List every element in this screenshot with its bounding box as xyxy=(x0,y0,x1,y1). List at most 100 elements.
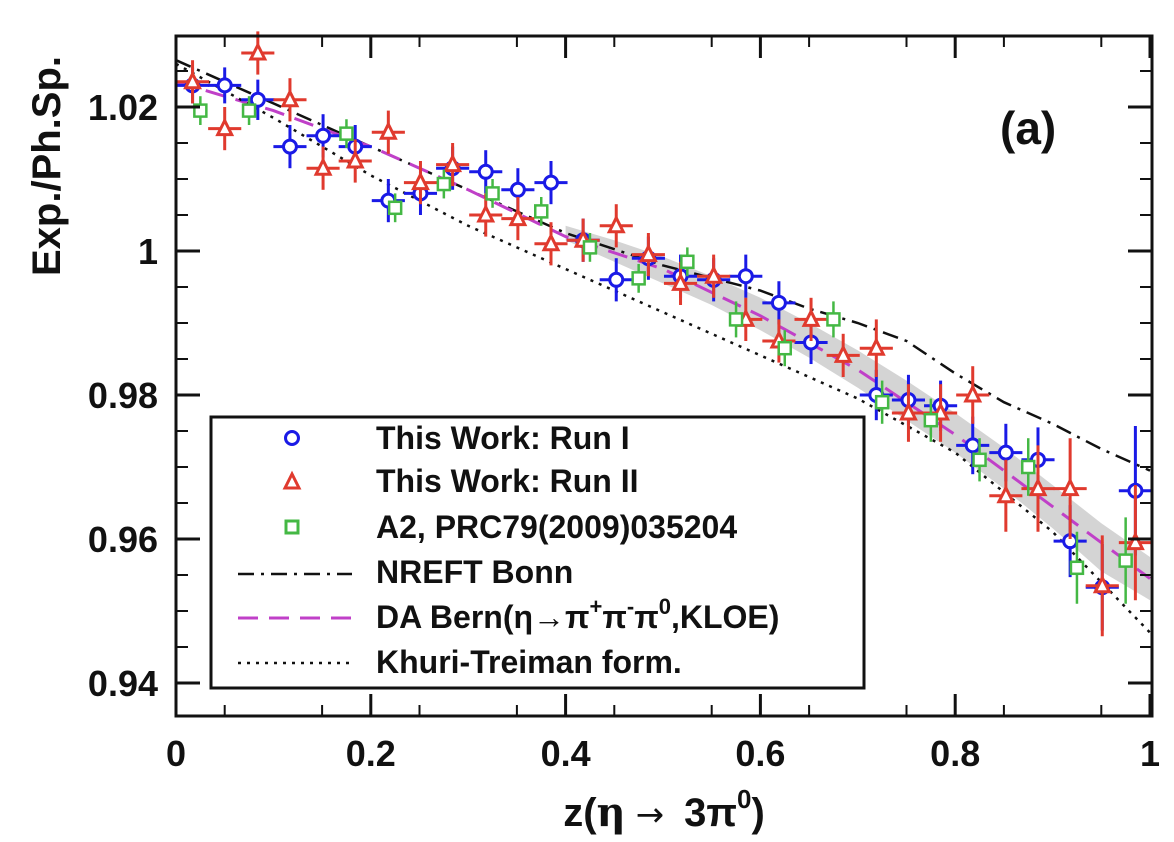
square-marker xyxy=(582,240,598,255)
data-point-this-work-run-ii xyxy=(631,233,665,277)
circle-marker xyxy=(477,163,494,180)
triangle-marker xyxy=(1092,574,1112,594)
circle-marker xyxy=(281,138,298,155)
data-point-this-work-run-ii xyxy=(1118,485,1152,601)
data-point-this-work-run-ii xyxy=(436,143,470,187)
triangle-marker xyxy=(345,149,365,169)
legend-entry-nreft: NREFT Bonn xyxy=(238,554,573,590)
y-tick-label: 0.94 xyxy=(88,663,158,704)
triangle-marker xyxy=(378,120,398,140)
data-point-this-work-run-ii xyxy=(403,161,438,205)
data-point-this-work-run-ii xyxy=(501,197,535,241)
data-point-this-work-run-i xyxy=(762,281,796,325)
triangle-marker xyxy=(443,153,463,173)
circle-marker xyxy=(737,268,754,285)
theory-uncertainty-band xyxy=(565,225,1150,601)
x-tick-label: 0.6 xyxy=(735,733,785,774)
x-tick-label: 1 xyxy=(1140,733,1160,774)
legend-triangle-marker xyxy=(282,470,302,490)
triangle-marker xyxy=(508,207,528,227)
square-marker xyxy=(777,340,792,356)
data-point-this-work-run-ii xyxy=(176,60,210,104)
data-point-this-work-run-ii xyxy=(208,107,242,151)
data-point-this-work-run-ii xyxy=(273,78,307,122)
triangle-marker xyxy=(638,243,658,263)
square-marker xyxy=(923,412,939,428)
square-marker xyxy=(339,126,354,141)
data-point-a2-prc79-2009-035204 xyxy=(972,438,987,482)
triangle-marker xyxy=(411,171,430,191)
square-marker xyxy=(972,452,987,468)
data-point-a2-prc79-2009-035204 xyxy=(241,96,257,125)
legend-entry-da-bern: DA Bern(η→π+π-π0,KLOE) xyxy=(238,594,779,635)
square-marker xyxy=(436,176,452,192)
data-point-this-work-run-i xyxy=(273,125,307,169)
data-point-this-work-run-ii xyxy=(599,204,633,248)
square-marker xyxy=(631,271,646,286)
data-point-a2-prc79-2009-035204 xyxy=(387,193,403,223)
triangle-marker xyxy=(866,336,886,356)
y-tick-label: 0.98 xyxy=(88,375,158,416)
data-point-this-work-run-ii xyxy=(371,110,405,154)
data-point-a2-prc79-2009-035204 xyxy=(874,380,890,424)
legend-entry-run2: This Work: Run II xyxy=(282,463,639,499)
legend-label-khuri-treiman: Khuri-Treiman form. xyxy=(376,644,682,680)
data-point-this-work-run-ii xyxy=(534,222,568,266)
triangle-marker xyxy=(671,272,690,291)
data-point-this-work-run-ii xyxy=(306,146,340,190)
data-point-a2-prc79-2009-035204 xyxy=(631,263,646,293)
data-point-this-work-run-i xyxy=(241,79,275,120)
plot-frame xyxy=(174,34,1154,718)
triangle-marker xyxy=(183,70,202,90)
square-marker xyxy=(387,200,403,216)
circle-marker xyxy=(509,181,526,198)
triangle-marker xyxy=(996,484,1016,504)
data-point-a2-prc79-2009-035204 xyxy=(728,301,744,338)
square-marker xyxy=(680,254,695,270)
data-point-this-work-run-ii xyxy=(956,366,990,424)
data-point-this-work-run-ii xyxy=(859,319,893,377)
curve-nreft-bonn xyxy=(175,59,1151,472)
circle-marker xyxy=(608,271,625,288)
legend-box xyxy=(209,415,866,690)
square-marker xyxy=(1118,553,1133,568)
y-tick-label: 1.02 xyxy=(88,87,158,128)
data-point-this-work-run-ii xyxy=(989,459,1023,532)
x-tick-label: 0.2 xyxy=(346,733,396,774)
data-point-a2-prc79-2009-035204 xyxy=(1021,438,1036,496)
data-point-this-work-run-ii xyxy=(891,384,926,442)
data-point-this-work-run-ii xyxy=(697,254,731,298)
data-point-a2-prc79-2009-035204 xyxy=(582,233,598,262)
x-axis-title: z(η → 3π0) xyxy=(563,784,765,836)
legend-circle-marker xyxy=(284,430,300,446)
y-tick-label: 1 xyxy=(138,231,158,272)
triangle-marker xyxy=(801,308,821,327)
triangle-marker xyxy=(1028,477,1048,497)
data-point-this-work-run-ii xyxy=(826,333,860,377)
triangle-marker xyxy=(248,41,268,61)
square-marker xyxy=(874,394,890,410)
triangle-marker xyxy=(606,214,626,234)
triangle-marker xyxy=(215,117,235,137)
square-marker xyxy=(241,103,257,118)
circle-marker xyxy=(997,444,1014,461)
data-point-a2-prc79-2009-035204 xyxy=(193,96,208,125)
square-marker xyxy=(1069,560,1085,576)
data-point-a2-prc79-2009-035204 xyxy=(923,398,939,442)
triangle-marker xyxy=(963,383,983,403)
x-tick-label: 0.4 xyxy=(541,733,591,774)
data-point-this-work-run-i xyxy=(306,114,340,158)
legend-entry-run1: This Work: Run I xyxy=(284,420,630,456)
legend-label-run1: This Work: Run I xyxy=(376,420,630,456)
data-point-a2-prc79-2009-035204 xyxy=(1069,531,1085,604)
theory-band-layer xyxy=(565,225,1150,601)
data-point-this-work-run-i xyxy=(534,161,568,205)
data-point-a2-prc79-2009-035204 xyxy=(485,179,500,208)
legend: This Work: Run I This Work: Run II A2, P… xyxy=(209,415,866,690)
data-point-a2-prc79-2009-035204 xyxy=(534,197,549,226)
circle-marker xyxy=(770,294,787,311)
data-point-a2-prc79-2009-035204 xyxy=(339,119,354,149)
triangle-marker xyxy=(833,344,853,363)
data-point-a2-prc79-2009-035204 xyxy=(1118,517,1133,604)
